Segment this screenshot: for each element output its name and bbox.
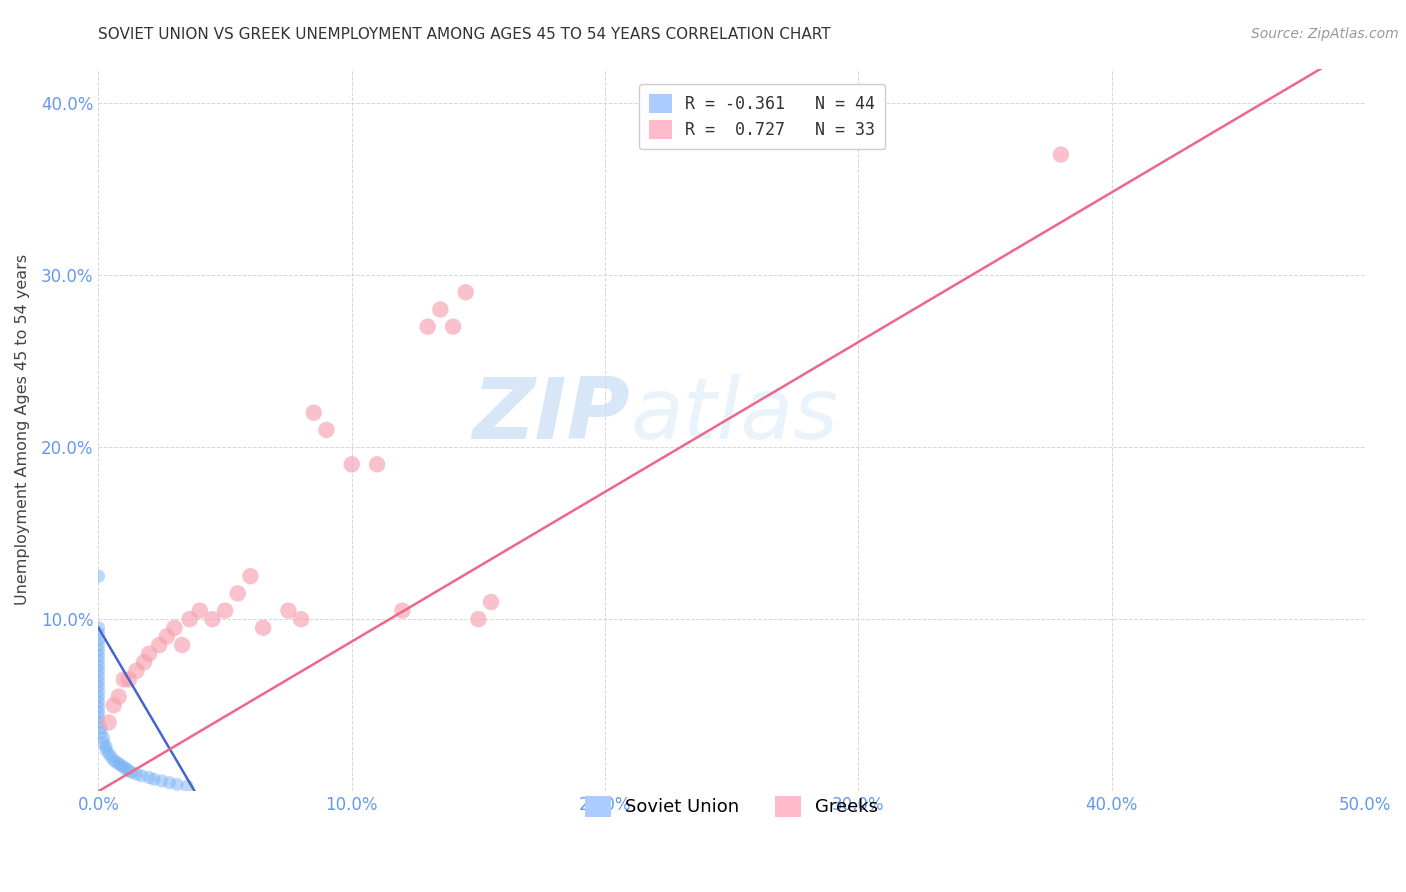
Point <box>87 648 110 663</box>
Point <box>87 653 110 667</box>
Point <box>103 753 125 767</box>
Point <box>125 767 148 781</box>
Point <box>87 626 110 640</box>
Point <box>302 406 325 420</box>
Point <box>94 739 117 754</box>
Point <box>87 715 110 730</box>
Point <box>157 775 180 789</box>
Point <box>87 569 110 583</box>
Text: atlas: atlas <box>630 374 838 457</box>
Point <box>366 458 388 472</box>
Point <box>120 765 142 780</box>
Point <box>107 690 129 704</box>
Point <box>290 612 312 626</box>
Point <box>90 721 112 735</box>
Point <box>87 679 110 693</box>
Point <box>214 604 236 618</box>
Point <box>1050 147 1073 161</box>
Point <box>179 612 201 626</box>
Point <box>454 285 477 300</box>
Point <box>100 750 122 764</box>
Point <box>429 302 451 317</box>
Point <box>87 621 110 635</box>
Point <box>201 612 224 626</box>
Point <box>170 638 193 652</box>
Point <box>239 569 262 583</box>
Text: Source: ZipAtlas.com: Source: ZipAtlas.com <box>1251 27 1399 41</box>
Legend: Soviet Union, Greeks: Soviet Union, Greeks <box>576 787 887 826</box>
Point <box>391 604 413 618</box>
Point <box>479 595 502 609</box>
Point <box>90 726 112 740</box>
Point <box>94 743 117 757</box>
Point <box>87 705 110 719</box>
Point <box>166 777 188 791</box>
Point <box>467 612 489 626</box>
Point <box>156 629 179 643</box>
Point <box>87 690 110 704</box>
Point <box>340 458 363 472</box>
Point <box>115 762 138 776</box>
Point <box>87 643 110 657</box>
Point <box>93 731 115 745</box>
Point <box>87 638 110 652</box>
Point <box>87 700 110 714</box>
Point <box>87 669 110 683</box>
Point <box>188 604 211 618</box>
Point <box>87 684 110 698</box>
Point <box>226 586 249 600</box>
Point <box>125 664 148 678</box>
Point <box>118 673 141 687</box>
Point <box>277 604 299 618</box>
Point <box>163 621 186 635</box>
Point <box>143 772 166 787</box>
Point <box>112 760 135 774</box>
Point <box>93 736 115 750</box>
Point <box>97 715 120 730</box>
Point <box>150 774 173 789</box>
Point <box>132 655 155 669</box>
Text: SOVIET UNION VS GREEK UNEMPLOYMENT AMONG AGES 45 TO 54 YEARS CORRELATION CHART: SOVIET UNION VS GREEK UNEMPLOYMENT AMONG… <box>98 27 831 42</box>
Point <box>315 423 337 437</box>
Point <box>138 771 160 785</box>
Point <box>87 695 110 709</box>
Point <box>112 673 135 687</box>
Point <box>105 755 128 769</box>
Point <box>416 319 439 334</box>
Point <box>87 674 110 689</box>
Point <box>118 764 141 778</box>
Text: ZIP: ZIP <box>472 374 630 457</box>
Point <box>148 638 170 652</box>
Y-axis label: Unemployment Among Ages 45 to 54 years: Unemployment Among Ages 45 to 54 years <box>15 254 30 606</box>
Point <box>97 747 120 761</box>
Point <box>87 632 110 647</box>
Point <box>107 756 129 771</box>
Point <box>131 769 153 783</box>
Point <box>138 647 160 661</box>
Point <box>87 664 110 678</box>
Point <box>441 319 464 334</box>
Point <box>176 779 198 793</box>
Point <box>252 621 274 635</box>
Point <box>110 758 132 772</box>
Point <box>103 698 125 713</box>
Point <box>87 658 110 673</box>
Point <box>87 710 110 724</box>
